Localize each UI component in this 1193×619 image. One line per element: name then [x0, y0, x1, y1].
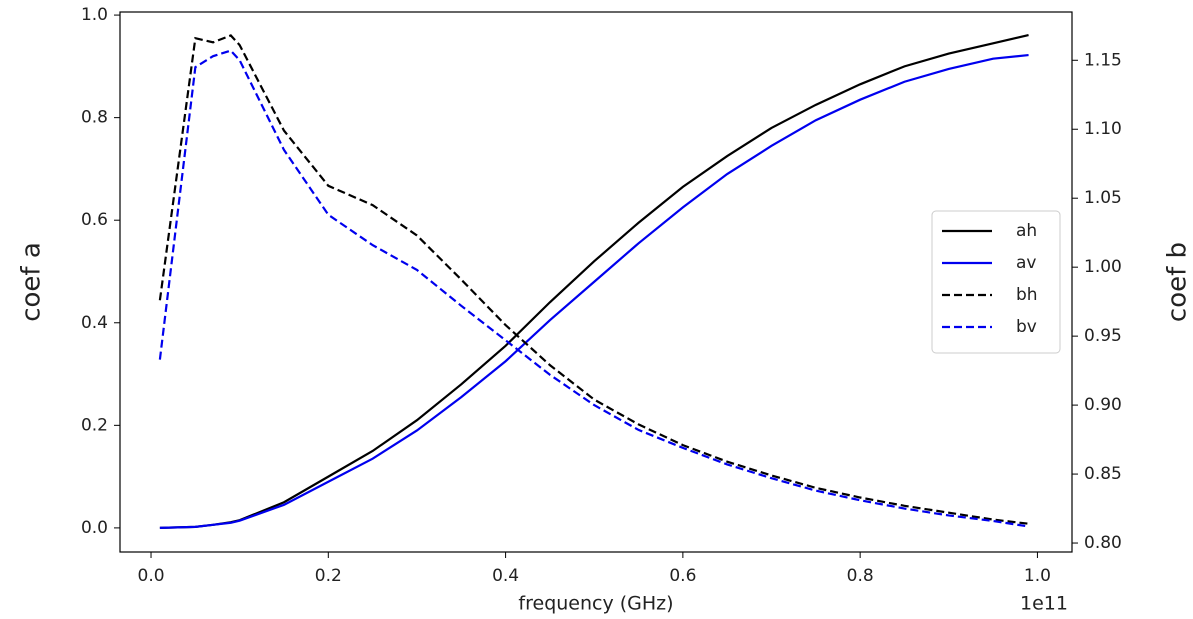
x-tick-label: 0.6 [669, 566, 696, 586]
y2-axis-label: coef b [1163, 242, 1193, 322]
y-tick-label: 1.0 [81, 5, 108, 25]
x-tick-label: 0.0 [138, 566, 165, 586]
y-tick-label: 0.6 [81, 210, 108, 230]
y-tick-label: 0.2 [81, 415, 108, 435]
x-tick-label: 1.0 [1024, 566, 1051, 586]
y-axis-label: coef a [17, 242, 47, 322]
y2-tick-label: 0.85 [1084, 464, 1122, 484]
x-tick-label: 0.4 [492, 566, 519, 586]
series-line [158, 49, 1029, 528]
legend-label: bv [1016, 317, 1037, 337]
x-tick-label: 0.8 [847, 566, 874, 586]
y2-tick-label: 1.15 [1084, 50, 1122, 70]
x-tick-label: 0.2 [315, 566, 342, 586]
y2-tick-label: 1.05 [1084, 188, 1122, 208]
y-tick-label: 0.4 [81, 313, 108, 333]
legend-label: ah [1016, 221, 1037, 241]
series-line [158, 34, 1029, 525]
y-tick-label: 0.0 [81, 518, 108, 538]
y2-tick-label: 1.00 [1084, 257, 1122, 277]
y-tick-label: 0.8 [81, 108, 108, 128]
y2-tick-label: 0.90 [1084, 395, 1122, 415]
legend-label: bh [1016, 285, 1038, 305]
legend-box [931, 210, 1061, 354]
x-axis-label: frequency (GHz) [518, 593, 673, 615]
y2-tick-label: 0.95 [1084, 326, 1122, 346]
y2-tick-label: 1.10 [1084, 119, 1122, 139]
y2-tick-label: 0.80 [1084, 533, 1122, 553]
plot-frame [119, 11, 1073, 553]
x-offset-label: 1e11 [1020, 593, 1068, 615]
legend-label: av [1016, 253, 1036, 273]
series-line [159, 53, 1029, 529]
